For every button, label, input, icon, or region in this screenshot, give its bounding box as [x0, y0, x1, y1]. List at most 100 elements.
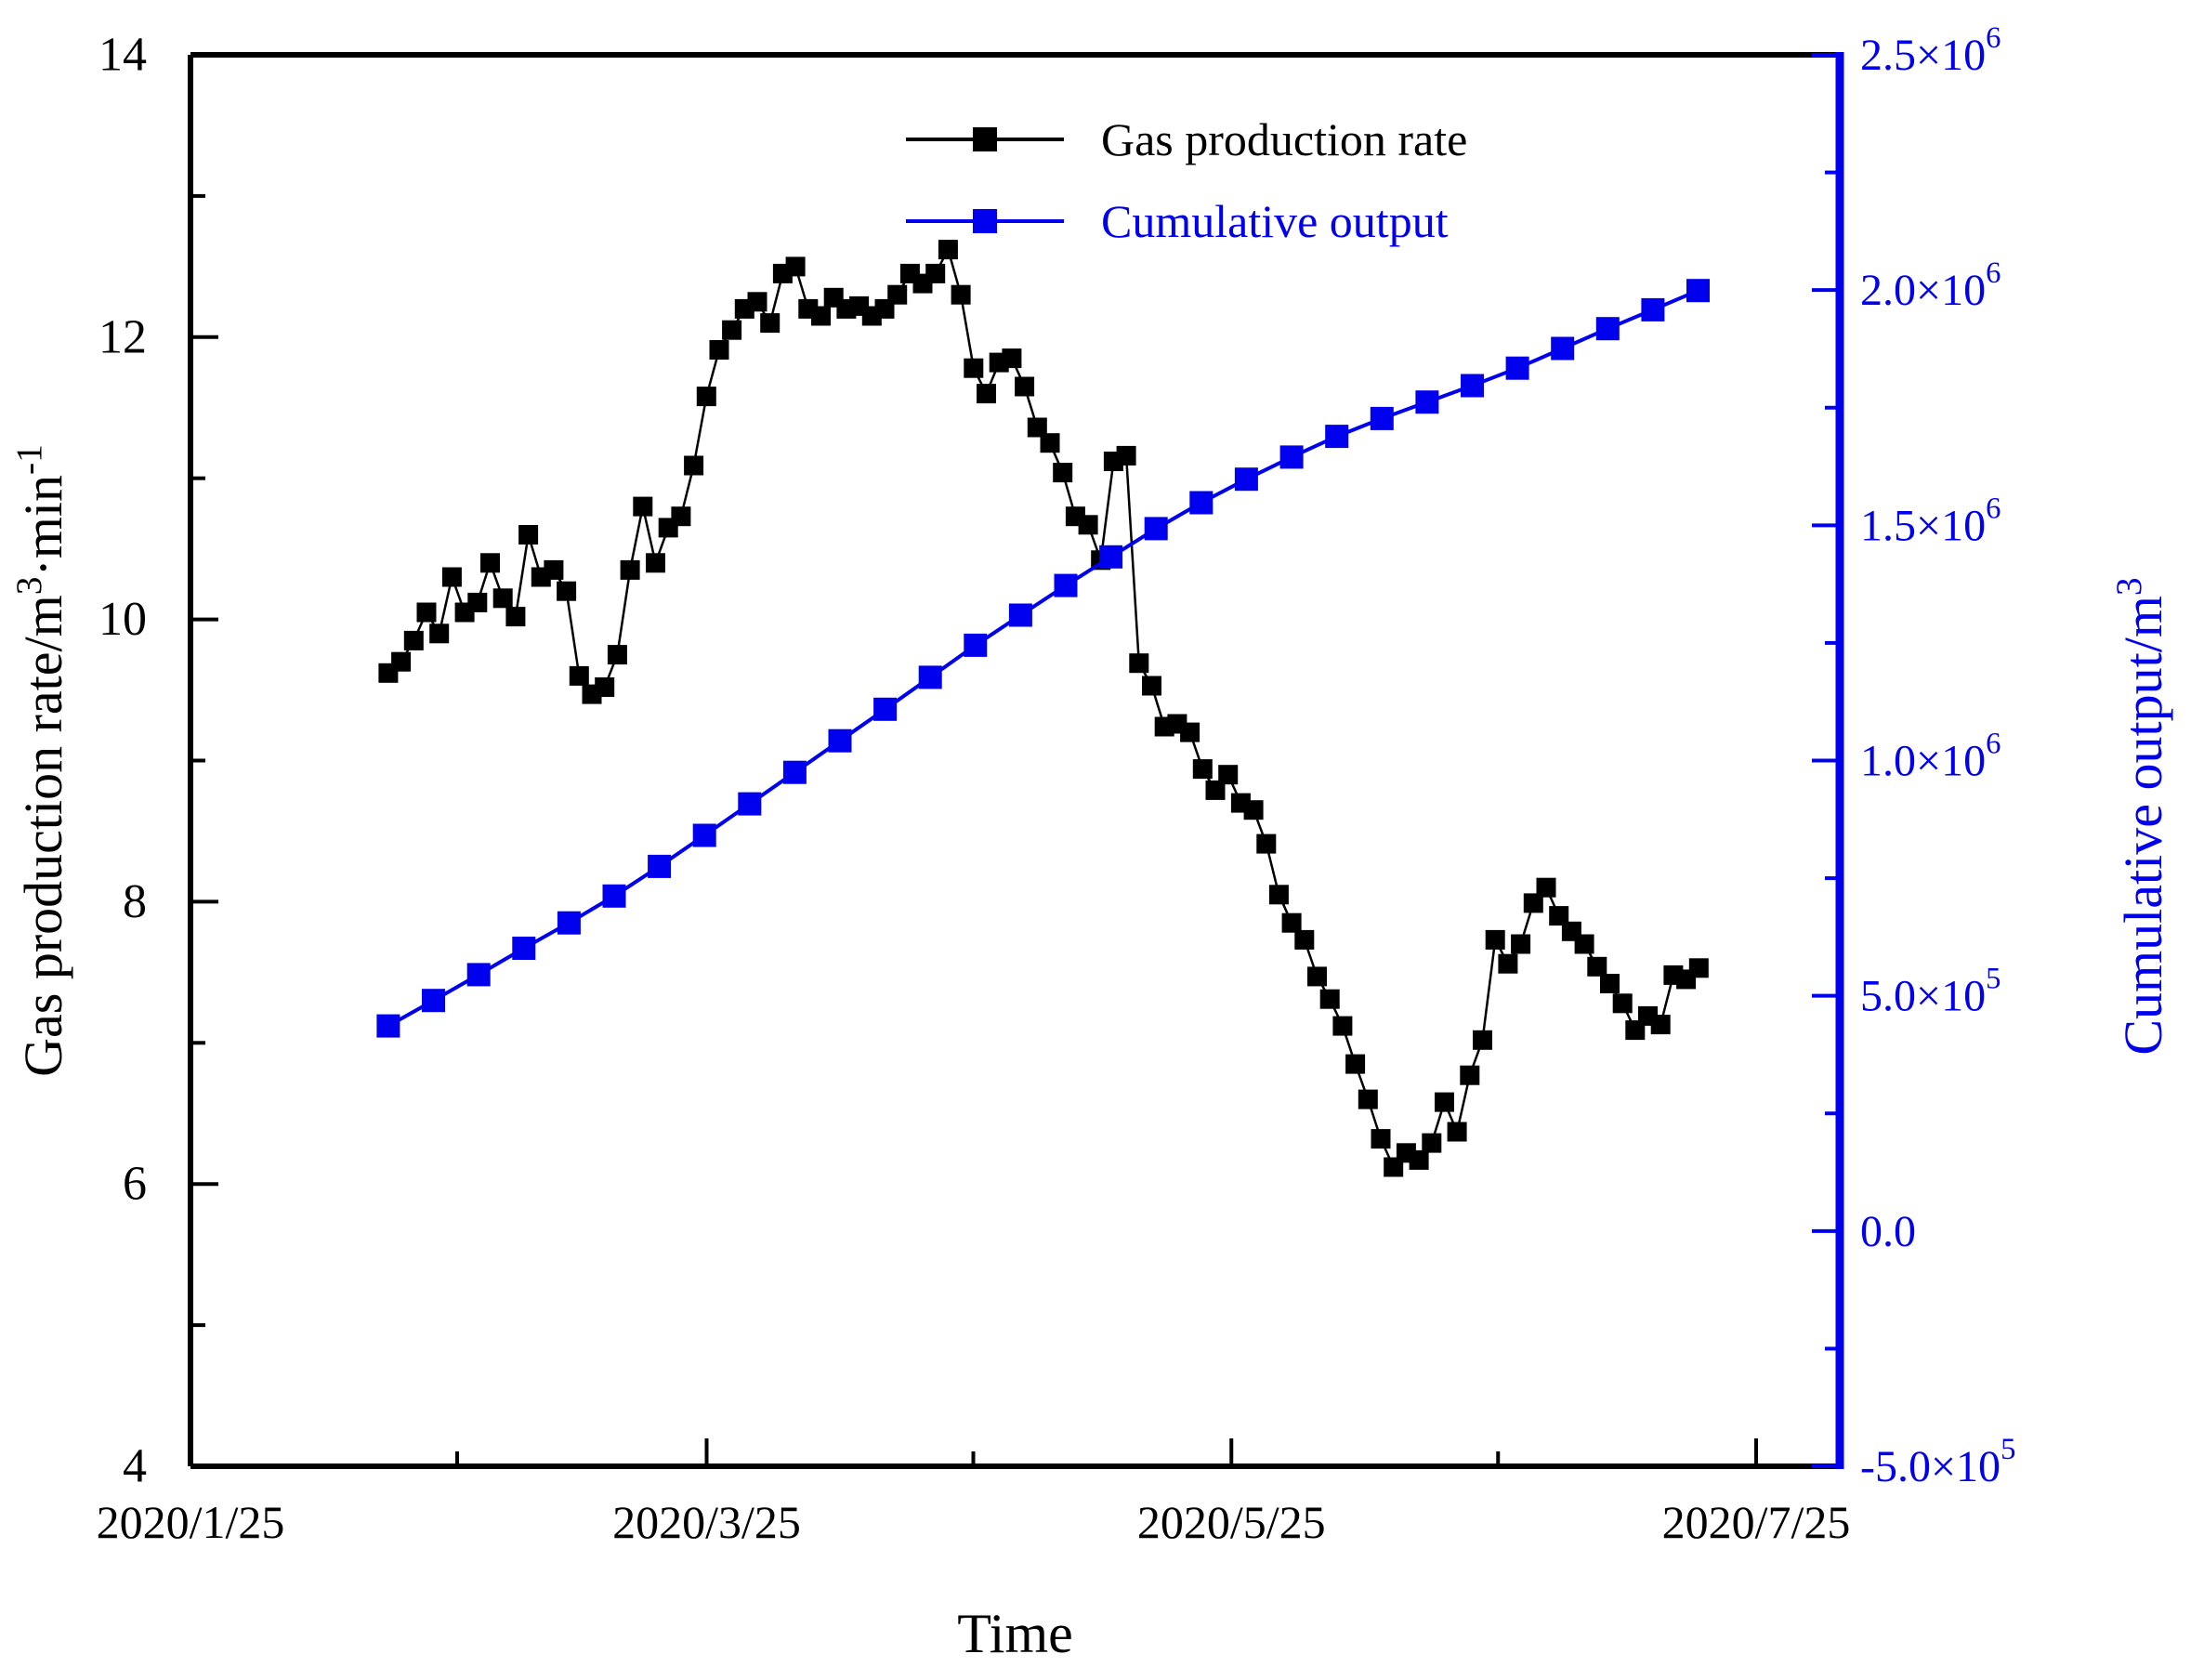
data-point-marker [646, 553, 665, 573]
data-point-marker [782, 760, 807, 784]
data-point-marker [785, 256, 806, 277]
left-tick-label: 4 [123, 1440, 147, 1493]
legend-label-gas-production-rate: Gas production rate [1101, 113, 1467, 165]
data-point-marker [1279, 445, 1304, 469]
data-point-marker [887, 284, 908, 305]
x-tick-label: 2020/1/25 [97, 1496, 285, 1548]
data-point-marker [376, 1014, 400, 1038]
data-point-marker [1371, 1129, 1391, 1149]
data-point-marker [1319, 989, 1340, 1009]
data-point-marker [1053, 463, 1073, 483]
data-point-marker [1040, 433, 1060, 453]
data-point-marker [648, 854, 672, 878]
data-point-marker [1650, 1015, 1671, 1035]
data-point-marker [480, 553, 500, 573]
right-tick-label: 1.0×106 [1860, 728, 2001, 786]
data-point-marker [696, 387, 716, 407]
data-point-marker [1099, 545, 1123, 569]
data-point-marker [1409, 1149, 1429, 1170]
data-point-marker [925, 263, 946, 283]
data-point-marker [964, 633, 988, 657]
data-point-marker [569, 665, 589, 686]
data-point-marker [1281, 912, 1302, 933]
data-point-marker [1192, 759, 1213, 780]
data-point-marker [1129, 653, 1149, 674]
right-axis: -5.0×105 0.0 5.0×105 1.0×106 1.5×106 2.0×106 2… [1812, 21, 2015, 1491]
data-point-marker [1370, 406, 1394, 430]
data-point-marker [1511, 934, 1531, 954]
legend [906, 127, 1064, 233]
data-point-marker [1294, 929, 1315, 950]
plot-frame [188, 52, 1844, 1469]
left-axis: 4 6 8 10 12 14 [98, 29, 218, 1493]
data-point-marker [607, 645, 627, 665]
data-point-marker [1256, 833, 1277, 854]
data-point-marker [951, 284, 971, 305]
data-point-marker [1595, 317, 1620, 341]
data-point-marker [738, 792, 762, 816]
right-tick-label: 2.5×106 [1860, 21, 2001, 80]
data-point-marker [422, 989, 445, 1013]
data-point-marker [1498, 953, 1518, 974]
data-point-marker [684, 455, 704, 476]
series-gas-production-rate [378, 240, 1709, 1177]
left-tick-label: 8 [123, 875, 147, 928]
right-axis-title: Cumulative output/m3 [2108, 577, 2173, 1055]
data-point-marker [391, 651, 412, 672]
data-point-marker [557, 581, 577, 601]
legend-marker [973, 127, 997, 151]
x-tick-label: 2020/5/25 [1137, 1496, 1326, 1548]
legend-label-cumulative-output: Cumulative output [1101, 195, 1449, 247]
data-point-marker [512, 937, 536, 960]
data-point-marker [1243, 800, 1264, 820]
legend-marker [973, 209, 997, 233]
data-point-marker [747, 292, 767, 312]
data-point-marker [1447, 1122, 1467, 1142]
data-point-marker [1015, 376, 1035, 397]
x-tick-label: 2020/3/25 [612, 1496, 801, 1548]
right-tick-label: 1.5×106 [1860, 492, 2001, 550]
data-point-marker [429, 623, 450, 644]
data-point-marker [1358, 1089, 1378, 1109]
data-point-marker [441, 567, 462, 587]
data-point-marker [467, 592, 488, 612]
data-point-marker [977, 384, 996, 404]
data-point-marker [416, 602, 437, 623]
data-point-marker [544, 559, 564, 580]
data-point-marker [518, 525, 539, 545]
data-point-marker [1549, 906, 1569, 926]
data-point-marker [1612, 993, 1633, 1014]
data-point-marker [1180, 722, 1200, 742]
data-point-marker [1332, 1016, 1353, 1036]
data-point-marker [1435, 1092, 1454, 1112]
data-point-marker [1218, 765, 1239, 785]
generated-chart-layer: 4 6 8 10 12 14 -5.0×105 0.0 5.0×105 1.0×106 1.5×10… [97, 21, 2016, 1548]
x-tick-label: 2020/7/25 [1662, 1496, 1851, 1548]
left-tick-label: 14 [98, 29, 147, 82]
data-point-marker [557, 911, 581, 935]
data-point-marker [403, 630, 424, 650]
data-point-marker [602, 884, 626, 908]
data-point-marker [1461, 374, 1484, 398]
data-point-marker [1641, 297, 1665, 322]
data-point-marker [1415, 390, 1439, 414]
right-tick-label: 0.0 [1860, 1206, 1916, 1255]
data-point-marker [671, 506, 691, 527]
data-point-marker [1686, 279, 1710, 303]
series-line [387, 246, 1700, 1170]
data-point-marker [466, 963, 491, 987]
data-point-marker [1551, 336, 1575, 361]
data-point-marker [1536, 877, 1556, 898]
data-point-marker [1008, 603, 1032, 627]
data-point-marker [1600, 974, 1620, 993]
data-point-marker [1144, 517, 1168, 541]
series-line [387, 288, 1699, 1028]
data-point-marker [492, 588, 513, 609]
data-point-marker [1473, 1030, 1492, 1050]
data-point-marker [1205, 780, 1226, 800]
data-point-marker [1523, 893, 1543, 913]
data-point-marker [1345, 1054, 1366, 1074]
data-point-marker [1587, 956, 1607, 977]
data-point-marker [1505, 356, 1529, 380]
